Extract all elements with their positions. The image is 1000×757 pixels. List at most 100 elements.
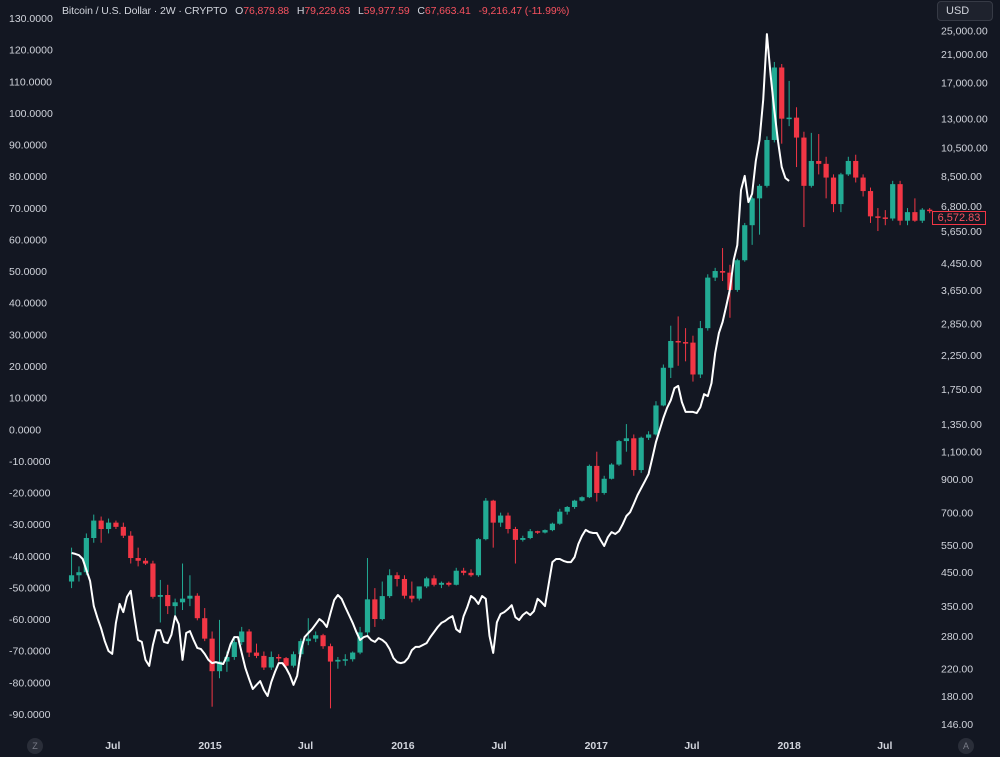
candle xyxy=(512,526,519,564)
candle xyxy=(564,506,570,515)
candle-body xyxy=(105,522,112,530)
candle-body xyxy=(313,635,319,639)
candle-body xyxy=(801,137,807,186)
candle xyxy=(268,651,274,670)
candle xyxy=(860,174,866,197)
time-axis-tick-label: Jul xyxy=(684,740,699,752)
open-value: 76,879.88 xyxy=(243,5,290,17)
candle xyxy=(653,401,659,436)
candle-body xyxy=(867,191,874,217)
candle-body xyxy=(276,656,282,659)
candle xyxy=(749,196,755,245)
time-axis-tick-label: Jul xyxy=(877,740,892,752)
candle xyxy=(135,547,141,567)
candle xyxy=(867,187,874,223)
candle xyxy=(350,651,356,662)
candle-body xyxy=(98,520,104,530)
candle-body xyxy=(135,558,141,561)
candle xyxy=(638,436,644,473)
candle-body xyxy=(172,602,178,607)
candle xyxy=(571,499,578,509)
candle xyxy=(113,520,119,530)
candle-body xyxy=(586,465,592,498)
currency-button[interactable]: USD xyxy=(937,1,993,21)
high-value: 79,229.63 xyxy=(304,5,351,17)
candle xyxy=(202,608,208,642)
candle-body xyxy=(608,464,615,479)
candle-body xyxy=(290,654,297,666)
left-axis-tick-label: -70.0000 xyxy=(9,646,51,658)
candle-body xyxy=(216,661,223,672)
left-axis-tick-label: 90.0000 xyxy=(9,140,47,152)
candle-body xyxy=(668,340,674,368)
candle xyxy=(231,636,237,660)
candle-body xyxy=(594,465,600,493)
candle-body xyxy=(453,570,459,585)
candle xyxy=(142,558,149,565)
candle-body xyxy=(372,599,378,620)
left-axis-tick-label: 10.0000 xyxy=(9,393,47,405)
candle-body xyxy=(239,631,245,643)
price-axis-tick-label: 13,000.00 xyxy=(941,114,988,126)
candle-body xyxy=(401,578,408,596)
price-axis-tick-label: 8,500.00 xyxy=(941,171,982,183)
candle xyxy=(290,651,297,668)
candle-body xyxy=(542,530,548,533)
candle-body xyxy=(268,656,274,668)
candle-body xyxy=(179,598,186,603)
candle-body xyxy=(749,198,755,226)
candle xyxy=(172,598,178,619)
candle-body xyxy=(527,531,533,539)
candle-body xyxy=(261,655,267,668)
candle xyxy=(335,656,341,669)
close-value: 67,663.41 xyxy=(424,5,471,17)
candle-body xyxy=(327,646,334,662)
candle xyxy=(527,529,533,540)
candle xyxy=(542,529,548,534)
candle xyxy=(105,518,112,534)
candle xyxy=(742,222,748,262)
low-key: L xyxy=(358,5,364,17)
candle-body xyxy=(483,500,489,540)
open-key: O xyxy=(235,5,244,17)
candle-body xyxy=(194,595,200,619)
price-axis[interactable]: 25,000.00 21,000.00 17,000.00 13,000.00 10,5… xyxy=(941,25,988,731)
auto-scale-button[interactable]: A xyxy=(958,738,974,754)
left-axis-tick-label: 80.0000 xyxy=(9,171,47,183)
candle-body xyxy=(283,658,289,666)
candle-body xyxy=(438,582,445,585)
time-axis[interactable]: Jul 2015 Jul 2016 Jul 2017 Jul 2018 Jul xyxy=(105,740,892,752)
price-axis-tick-label: 280.00 xyxy=(941,631,973,643)
candle-body xyxy=(838,174,844,205)
candle xyxy=(719,248,726,282)
candle-body xyxy=(231,642,237,657)
candle-body xyxy=(645,434,652,438)
candle-body xyxy=(912,212,918,221)
candle-body xyxy=(890,184,896,219)
candle-body xyxy=(823,163,829,178)
candle xyxy=(276,654,282,662)
left-axis[interactable]: 130.0000 120.0000 110.0000 100.0000 90.0000 8… xyxy=(9,13,53,721)
price-axis-tick-label: 146.00 xyxy=(941,719,973,731)
candle-body xyxy=(91,520,97,539)
candle xyxy=(461,567,467,576)
candle xyxy=(712,267,718,282)
candle xyxy=(150,560,156,599)
symbol-legend[interactable]: Bitcoin / U.S. Dollar · 2W · CRYPTO O76,… xyxy=(62,5,569,17)
left-axis-tick-label: 30.0000 xyxy=(9,329,47,341)
candle xyxy=(594,451,600,502)
candle xyxy=(890,180,896,221)
candle xyxy=(535,530,541,534)
candle xyxy=(616,439,622,466)
left-axis-tick-label: -40.0000 xyxy=(9,551,51,563)
left-axis-tick-label: 110.0000 xyxy=(9,76,52,88)
price-axis-tick-label: 180.00 xyxy=(941,691,973,703)
candle-body xyxy=(564,506,570,512)
candle-body xyxy=(512,529,519,540)
candle-body xyxy=(253,652,260,656)
candle xyxy=(128,531,134,564)
candle-body xyxy=(682,342,689,344)
candle-body xyxy=(446,582,452,585)
timezone-badge[interactable]: Z xyxy=(27,738,43,754)
